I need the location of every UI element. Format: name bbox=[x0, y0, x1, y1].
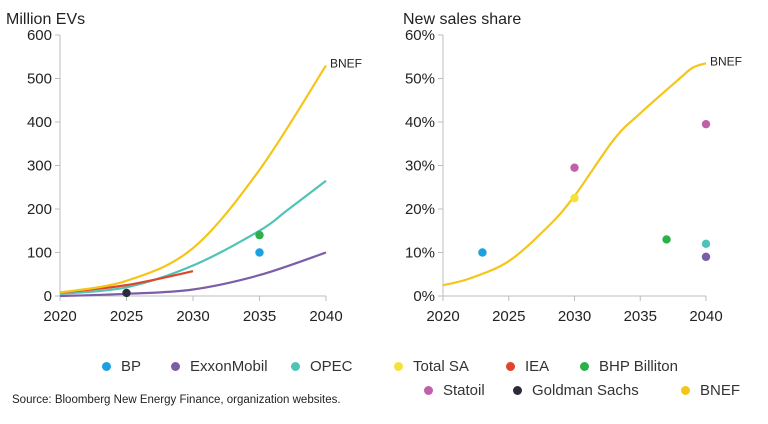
legend-marker bbox=[681, 386, 690, 395]
legend-item-bnef: BNEF bbox=[681, 382, 740, 399]
y-tick-label: 30% bbox=[405, 158, 435, 175]
legend-label: ExxonMobil bbox=[190, 358, 268, 375]
source-note: Source: Bloomberg New Energy Finance, or… bbox=[12, 394, 341, 406]
y-tick-label: 0% bbox=[413, 288, 435, 305]
series-line-opec bbox=[59, 179, 327, 295]
y-tick-label: 20% bbox=[405, 201, 435, 218]
annotation-bnef: BNEF bbox=[330, 56, 362, 70]
y-tick-label: 200 bbox=[27, 201, 52, 218]
point-exxonmobil bbox=[701, 252, 711, 262]
point-statoil bbox=[570, 163, 579, 172]
y-tick-label: 100 bbox=[27, 245, 52, 262]
legend-marker bbox=[394, 362, 403, 371]
series-line-bnef bbox=[59, 64, 327, 294]
x-tick-label: 2035 bbox=[243, 308, 276, 325]
legend-label: BNEF bbox=[700, 382, 741, 399]
chart-title-1: Million EVs bbox=[6, 11, 85, 28]
legend-item-statoil: Statoil bbox=[424, 382, 485, 399]
legend-item-total-sa: Total SA bbox=[394, 358, 469, 375]
point-statoil bbox=[701, 119, 711, 129]
point-opec bbox=[701, 239, 711, 248]
legend-marker bbox=[102, 362, 111, 371]
legend-item-iea: IEA bbox=[506, 358, 549, 375]
legend-label: Statoil bbox=[443, 382, 485, 399]
legend-marker bbox=[291, 362, 300, 371]
y-tick-label: 500 bbox=[27, 71, 52, 88]
point-goldman-sachs bbox=[122, 288, 131, 298]
legend-label: BHP Billiton bbox=[599, 358, 678, 375]
x-tick-label: 2040 bbox=[309, 308, 342, 325]
legend-item-bhp-billiton: BHP Billiton bbox=[580, 358, 678, 375]
series-line-bnef bbox=[442, 62, 707, 287]
chart-title-2: New sales share bbox=[403, 11, 521, 28]
x-tick-label: 2025 bbox=[110, 308, 143, 325]
x-tick-label: 2030 bbox=[558, 308, 591, 325]
legend-label: OPEC bbox=[310, 358, 353, 375]
legend-item-bp: BP bbox=[102, 358, 141, 375]
legend-item-exxonmobil: ExxonMobil bbox=[171, 358, 268, 375]
x-tick-label: 2035 bbox=[624, 308, 657, 325]
legend-marker bbox=[424, 386, 433, 395]
legend-marker bbox=[513, 386, 522, 395]
x-tick-label: 2030 bbox=[176, 308, 209, 325]
point-total-sa bbox=[570, 193, 579, 203]
x-tick-label: 2025 bbox=[492, 308, 525, 325]
y-tick-label: 60% bbox=[405, 27, 435, 44]
legend-label: Goldman Sachs bbox=[532, 382, 639, 399]
y-tick-label: 300 bbox=[27, 158, 52, 175]
x-tick-label: 2040 bbox=[689, 308, 722, 325]
legend-item-opec: OPEC bbox=[291, 358, 353, 375]
legend-marker bbox=[580, 362, 589, 371]
legend-marker bbox=[171, 362, 180, 371]
series-line-exxonmobil bbox=[59, 251, 327, 298]
y-tick-label: 0 bbox=[44, 288, 52, 305]
x-tick-label: 2020 bbox=[43, 308, 76, 325]
point-bp bbox=[478, 248, 487, 257]
point-bp bbox=[255, 248, 264, 257]
legend-label: BP bbox=[121, 358, 142, 375]
legend-label: IEA bbox=[525, 358, 550, 375]
y-tick-label: 10% bbox=[405, 245, 435, 262]
x-tick-label: 2020 bbox=[426, 308, 459, 325]
legend-item-goldman-sachs: Goldman Sachs bbox=[513, 382, 639, 399]
y-tick-label: 600 bbox=[27, 27, 52, 44]
legend-marker bbox=[506, 362, 515, 371]
annotation-bnef: BNEF bbox=[710, 54, 742, 68]
y-tick-label: 50% bbox=[405, 71, 435, 88]
point-bhp-billiton bbox=[255, 230, 264, 240]
point-bhp-billiton bbox=[662, 235, 671, 244]
y-tick-label: 400 bbox=[27, 114, 52, 131]
y-tick-label: 40% bbox=[405, 114, 435, 131]
legend-label: Total SA bbox=[413, 358, 469, 375]
